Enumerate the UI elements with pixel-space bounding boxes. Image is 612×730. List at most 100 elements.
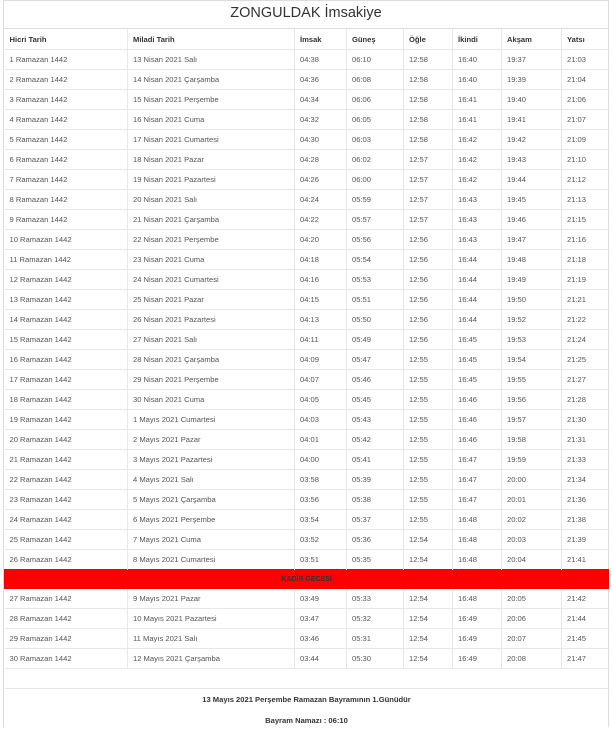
- cell-miladi: 28 Nisan 2021 Çarşamba: [127, 349, 295, 370]
- cell-ogle: 12:57: [403, 149, 453, 170]
- cell-ikindi: 16:44: [452, 289, 502, 310]
- table-row: 7 Ramazan 1442 19 Nisan 2021 Pazartesi 04:…: [4, 169, 609, 190]
- table-row: 2 Ramazan 1442 14 Nisan 2021 Çarşamba 04:3…: [4, 69, 609, 90]
- cell-ikindi: 16:48: [452, 588, 502, 609]
- cell-hicri: 20 Ramazan 1442: [4, 429, 128, 450]
- cell-gunes: 06:05: [346, 109, 404, 130]
- cell-miladi: 17 Nisan 2021 Cumartesi: [127, 129, 295, 150]
- cell-ikindi: 16:41: [452, 109, 502, 130]
- cell-gunes: 05:37: [346, 509, 404, 530]
- cell-imsak: 04:16: [294, 269, 347, 290]
- cell-ikindi: 16:45: [452, 349, 502, 370]
- cell-imsak: 04:05: [294, 389, 347, 410]
- cell-ikindi: 16:49: [452, 628, 502, 649]
- cell-aksam: 19:45: [501, 189, 562, 210]
- cell-gunes: 05:47: [346, 349, 404, 370]
- cell-imsak: 03:58: [294, 469, 347, 490]
- cell-imsak: 03:52: [294, 529, 347, 550]
- cell-miladi: 5 Mayıs 2021 Çarşamba: [127, 489, 295, 510]
- cell-ikindi: 16:45: [452, 329, 502, 350]
- cell-ogle: 12:58: [403, 89, 453, 110]
- table-row: 20 Ramazan 1442 2 Mayıs 2021 Pazar 04:01 05…: [4, 429, 609, 450]
- cell-hicri: 28 Ramazan 1442: [4, 608, 128, 629]
- column-header-ikindi: İkindi: [452, 29, 502, 50]
- cell-aksam: 19:53: [501, 329, 562, 350]
- table-row: 13 Ramazan 1442 25 Nisan 2021 Pazar 04:15 0…: [4, 289, 609, 310]
- cell-yatsi: 21:12: [561, 169, 609, 190]
- cell-gunes: 06:06: [346, 89, 404, 110]
- cell-aksam: 19:42: [501, 129, 562, 150]
- cell-ikindi: 16:44: [452, 309, 502, 330]
- cell-hicri: 7 Ramazan 1442: [4, 169, 128, 190]
- cell-yatsi: 21:16: [561, 229, 609, 250]
- cell-aksam: 19:46: [501, 209, 562, 230]
- cell-miladi: 2 Mayıs 2021 Pazar: [127, 429, 295, 450]
- cell-imsak: 03:47: [294, 608, 347, 629]
- table-row: 28 Ramazan 1442 10 Mayıs 2021 Pazartesi 03…: [4, 608, 609, 629]
- cell-yatsi: 21:19: [561, 269, 609, 290]
- cell-yatsi: 21:30: [561, 409, 609, 430]
- cell-miladi: 24 Nisan 2021 Cumartesi: [127, 269, 295, 290]
- page-title: ZONGULDAK İmsakiye: [4, 1, 608, 29]
- cell-imsak: 03:51: [294, 549, 347, 570]
- cell-imsak: 03:49: [294, 588, 347, 609]
- cell-imsak: 04:20: [294, 229, 347, 250]
- table-header-row: Hicri Tarih Miladi Tarih İmsak Güneş Öğle İki…: [5, 29, 609, 50]
- cell-aksam: 19:37: [501, 49, 562, 70]
- cell-hicri: 17 Ramazan 1442: [4, 369, 128, 390]
- table-row: 22 Ramazan 1442 4 Mayıs 2021 Salı 03:58 05:…: [4, 469, 609, 490]
- cell-ikindi: 16:47: [452, 489, 502, 510]
- cell-gunes: 05:31: [346, 628, 404, 649]
- cell-ikindi: 16:49: [452, 648, 502, 669]
- cell-ogle: 12:55: [403, 489, 453, 510]
- cell-ikindi: 16:43: [452, 189, 502, 210]
- cell-imsak: 04:07: [294, 369, 347, 390]
- column-header-imsak: İmsak: [294, 29, 347, 50]
- table-row: 19 Ramazan 1442 1 Mayıs 2021 Cumartesi 04:…: [4, 409, 609, 430]
- cell-imsak: 04:11: [294, 329, 347, 350]
- table-row: 23 Ramazan 1442 5 Mayıs 2021 Çarşamba 03:5…: [4, 489, 609, 510]
- cell-ikindi: 16:42: [452, 169, 502, 190]
- cell-miladi: 18 Nisan 2021 Pazar: [127, 149, 295, 170]
- table-row: 25 Ramazan 1442 7 Mayıs 2021 Cuma 03:52 05:…: [4, 529, 609, 550]
- cell-hicri: 4 Ramazan 1442: [4, 109, 128, 130]
- table-row: 11 Ramazan 1442 23 Nisan 2021 Cuma 04:18 05…: [4, 249, 609, 270]
- cell-hicri: 8 Ramazan 1442: [4, 189, 128, 210]
- cell-ogle: 12:56: [403, 329, 453, 350]
- cell-aksam: 20:08: [501, 648, 562, 669]
- cell-miladi: 14 Nisan 2021 Çarşamba: [127, 69, 295, 90]
- cell-yatsi: 21:42: [561, 588, 609, 609]
- cell-miladi: 16 Nisan 2021 Cuma: [127, 109, 295, 130]
- cell-miladi: 4 Mayıs 2021 Salı: [127, 469, 295, 490]
- cell-imsak: 04:00: [294, 449, 347, 470]
- cell-miladi: 21 Nisan 2021 Çarşamba: [127, 209, 295, 230]
- kadir-gecesi-label: KADİR GECESİ: [4, 569, 609, 589]
- cell-gunes: 05:38: [346, 489, 404, 510]
- cell-ikindi: 16:48: [452, 529, 502, 550]
- cell-aksam: 20:00: [501, 469, 562, 490]
- table-row: 24 Ramazan 1442 6 Mayıs 2021 Perşembe 03:5…: [4, 509, 609, 530]
- cell-yatsi: 21:38: [561, 509, 609, 530]
- cell-gunes: 05:59: [346, 189, 404, 210]
- cell-miladi: 12 Mayıs 2021 Çarşamba: [127, 648, 295, 669]
- cell-yatsi: 21:24: [561, 329, 609, 350]
- cell-gunes: 05:51: [346, 289, 404, 310]
- cell-hicri: 14 Ramazan 1442: [4, 309, 128, 330]
- cell-gunes: 06:02: [346, 149, 404, 170]
- imsakiye-panel: ZONGULDAK İmsakiye Hicri Tarih Miladi Tar…: [3, 0, 609, 727]
- cell-ogle: 12:54: [403, 628, 453, 649]
- cell-hicri: 2 Ramazan 1442: [4, 69, 128, 90]
- cell-imsak: 04:13: [294, 309, 347, 330]
- cell-imsak: 04:30: [294, 129, 347, 150]
- cell-hicri: 3 Ramazan 1442: [4, 89, 128, 110]
- cell-ikindi: 16:49: [452, 608, 502, 629]
- cell-ikindi: 16:44: [452, 249, 502, 270]
- cell-yatsi: 21:18: [561, 249, 609, 270]
- cell-ogle: 12:56: [403, 249, 453, 270]
- cell-hicri: 26 Ramazan 1442: [4, 549, 128, 570]
- cell-ogle: 12:56: [403, 289, 453, 310]
- cell-ogle: 12:55: [403, 389, 453, 410]
- cell-hicri: 29 Ramazan 1442: [4, 628, 128, 649]
- cell-ikindi: 16:44: [452, 269, 502, 290]
- table-row: 12 Ramazan 1442 24 Nisan 2021 Cumartesi 04…: [4, 269, 609, 290]
